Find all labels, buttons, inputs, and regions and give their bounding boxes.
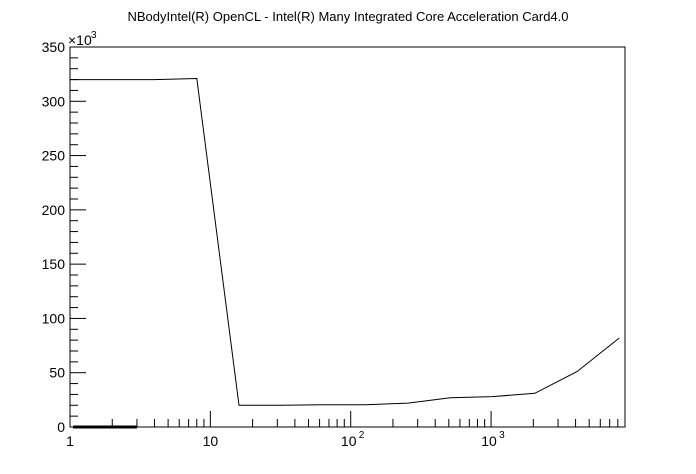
y-tick-label: 250 <box>42 148 66 164</box>
y-tick-label: 150 <box>42 256 66 272</box>
y-tick-label: 0 <box>57 419 65 435</box>
x-tick-label: 1 <box>66 433 74 449</box>
series-layer <box>70 77 620 429</box>
y-tick-label: 350 <box>42 39 66 55</box>
y-tick-label: 200 <box>42 202 66 218</box>
y-tick-label: 300 <box>42 93 66 109</box>
x-tick-label: 10 2 <box>341 430 365 449</box>
x-tick-base: 10 <box>481 433 497 449</box>
y-tick-label: 100 <box>42 310 66 326</box>
y-multiplier: ×10 3 <box>68 30 97 48</box>
plot-frame <box>69 46 626 428</box>
y-multiplier-exp: 3 <box>91 30 97 41</box>
x-tick-exp: 3 <box>499 430 505 441</box>
y-axis: 0 50 100 150 200 250 300 350 <box>42 39 86 435</box>
x-tick-exp: 2 <box>359 430 365 441</box>
x-tick-label: 10 3 <box>481 430 505 449</box>
x-tick-base: 10 <box>341 433 357 449</box>
x-tick-base: 10 <box>203 433 219 449</box>
x-tick-label: 10 <box>203 433 219 449</box>
x-axis: 1 10 10 2 10 3 <box>66 411 626 449</box>
series-line <box>70 77 620 406</box>
x-tick-base: 1 <box>66 433 74 449</box>
y-tick-label: 50 <box>49 365 65 381</box>
chart-title: NBodyIntel(R) OpenCL - Intel(R) Many Int… <box>128 9 569 24</box>
y-multiplier-label: ×10 <box>68 32 92 48</box>
